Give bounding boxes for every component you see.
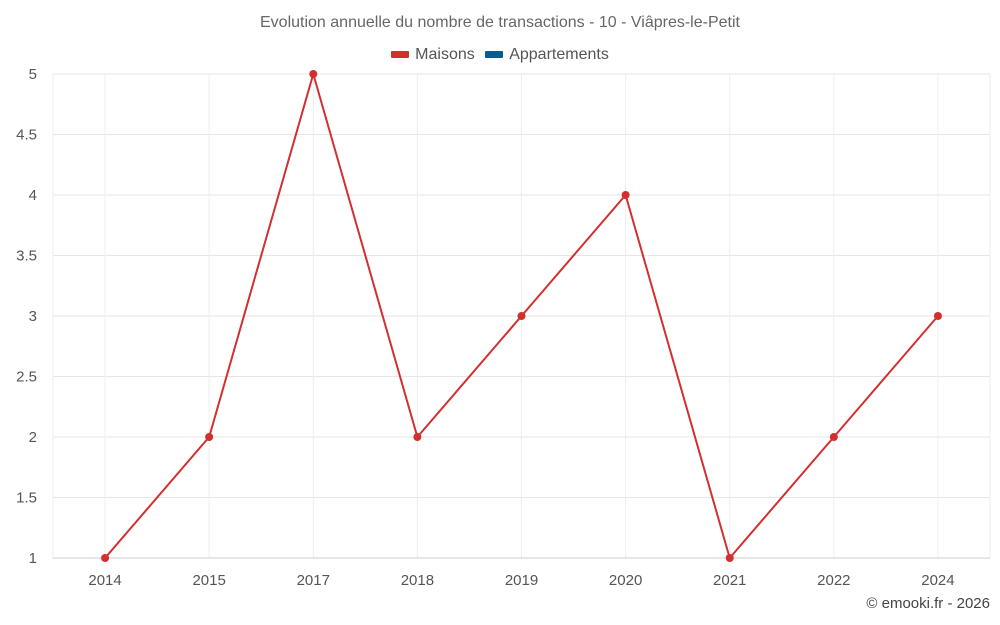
x-tick-label: 2018 — [401, 572, 434, 589]
legend-swatch-appartements — [485, 51, 504, 58]
data-point — [829, 433, 838, 441]
x-tick-label: 2019 — [505, 572, 538, 589]
x-tick-label: 2015 — [192, 572, 225, 589]
y-tick-label: 4 — [29, 187, 37, 204]
y-tick-label: 2 — [29, 429, 37, 446]
data-point — [725, 554, 734, 562]
legend-label-maisons: Maisons — [415, 45, 475, 63]
legend: Maisons Appartements — [0, 45, 1000, 64]
y-tick-label: 4.5 — [16, 127, 37, 144]
x-tick-label: 2014 — [88, 572, 121, 589]
legend-label-appartements: Appartements — [509, 45, 609, 63]
y-tick-label: 2.5 — [16, 369, 37, 386]
data-point — [205, 433, 214, 441]
x-tick-label: 2021 — [713, 572, 746, 589]
x-tick-label: 2020 — [609, 572, 642, 589]
data-point — [621, 191, 630, 199]
legend-item-appartements[interactable]: Appartements — [485, 46, 609, 64]
chart-title: Evolution annuelle du nombre de transact… — [260, 14, 740, 31]
legend-item-maisons[interactable]: Maisons — [391, 46, 475, 64]
data-point — [517, 312, 526, 320]
y-tick-label: 3 — [29, 308, 37, 325]
data-point — [413, 433, 422, 441]
x-tick-label: 2024 — [921, 572, 954, 589]
y-tick-label: 3.5 — [16, 248, 37, 265]
y-tick-label: 1.5 — [16, 490, 37, 507]
x-tick-label: 2022 — [817, 572, 850, 589]
y-tick-label: 5 — [29, 66, 37, 83]
data-point — [309, 70, 318, 78]
credit-text: © emooki.fr - 2026 — [866, 595, 990, 612]
legend-swatch-maisons — [391, 51, 410, 58]
data-point — [101, 554, 110, 562]
x-tick-label: 2017 — [297, 572, 330, 589]
data-point — [933, 312, 942, 320]
y-tick-label: 1 — [29, 550, 37, 567]
